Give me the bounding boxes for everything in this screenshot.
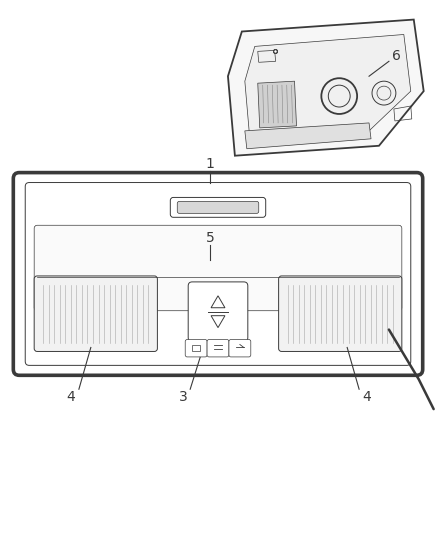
Text: 3: 3 <box>179 390 187 404</box>
FancyBboxPatch shape <box>25 182 411 365</box>
Text: 4: 4 <box>363 390 371 404</box>
Text: 5: 5 <box>206 231 215 245</box>
FancyBboxPatch shape <box>229 340 251 357</box>
FancyBboxPatch shape <box>279 276 402 351</box>
FancyBboxPatch shape <box>185 340 207 357</box>
Polygon shape <box>228 20 424 156</box>
Polygon shape <box>258 81 297 128</box>
FancyBboxPatch shape <box>34 276 157 351</box>
Polygon shape <box>245 35 411 139</box>
Text: 6: 6 <box>392 50 401 63</box>
FancyBboxPatch shape <box>177 201 259 213</box>
Text: 4: 4 <box>67 390 75 404</box>
FancyBboxPatch shape <box>207 340 229 357</box>
Text: 1: 1 <box>205 157 215 171</box>
Polygon shape <box>245 123 371 149</box>
FancyBboxPatch shape <box>13 173 423 375</box>
FancyBboxPatch shape <box>170 197 266 217</box>
FancyBboxPatch shape <box>188 282 248 342</box>
FancyBboxPatch shape <box>34 225 402 311</box>
